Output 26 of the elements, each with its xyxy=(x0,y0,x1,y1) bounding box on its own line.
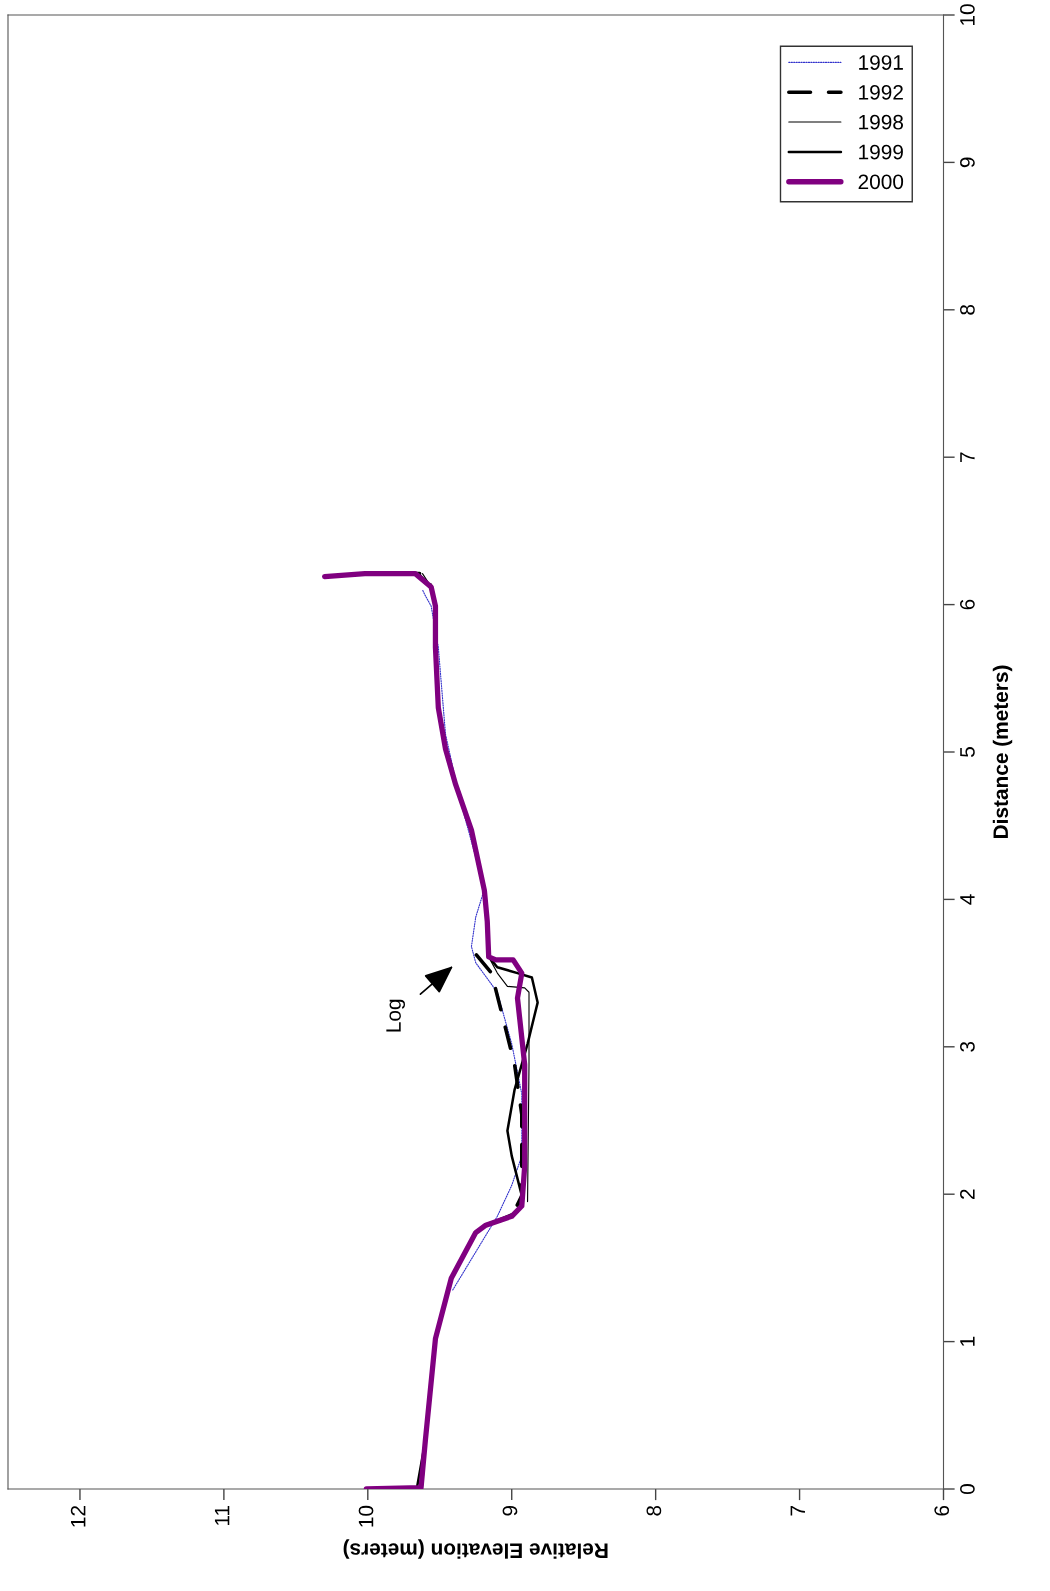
y-tick-label: 4 xyxy=(960,894,975,905)
x-tick-label: 11 xyxy=(214,1505,230,1526)
legend-label: 1999 xyxy=(859,144,903,160)
x-tick-label: 12 xyxy=(70,1506,86,1527)
y-axis-title: Distance (meters) xyxy=(992,665,1013,839)
y-tick-label: 3 xyxy=(960,1041,975,1052)
x-tick-label: 10 xyxy=(358,1505,374,1527)
x-tick-label: 9 xyxy=(502,1505,518,1516)
y-tick-label: 5 xyxy=(960,747,975,757)
x-tick-label: 7 xyxy=(790,1506,805,1516)
y-tick-label: 9 xyxy=(960,157,975,168)
legend-label: 1992 xyxy=(859,84,903,100)
x-tick-label: 8 xyxy=(646,1505,662,1516)
y-tick-label: 2 xyxy=(960,1189,975,1199)
x-axis-title: Relative Elevation (meters) xyxy=(343,1539,608,1559)
y-tick-label: 10 xyxy=(960,4,975,25)
y-tick-label: 0 xyxy=(960,1484,975,1494)
y-tick-label: 7 xyxy=(960,452,975,462)
legend-label: 2000 xyxy=(858,174,904,190)
x-tick-label: 6 xyxy=(934,1505,950,1516)
legend-label: 1991 xyxy=(859,55,903,70)
y-tick-label: 8 xyxy=(960,304,975,315)
y-tick-label: 1 xyxy=(960,1336,975,1346)
legend-label: 1998 xyxy=(859,114,904,130)
y-tick-label: 6 xyxy=(960,599,975,610)
annotation: Log xyxy=(386,999,406,1032)
